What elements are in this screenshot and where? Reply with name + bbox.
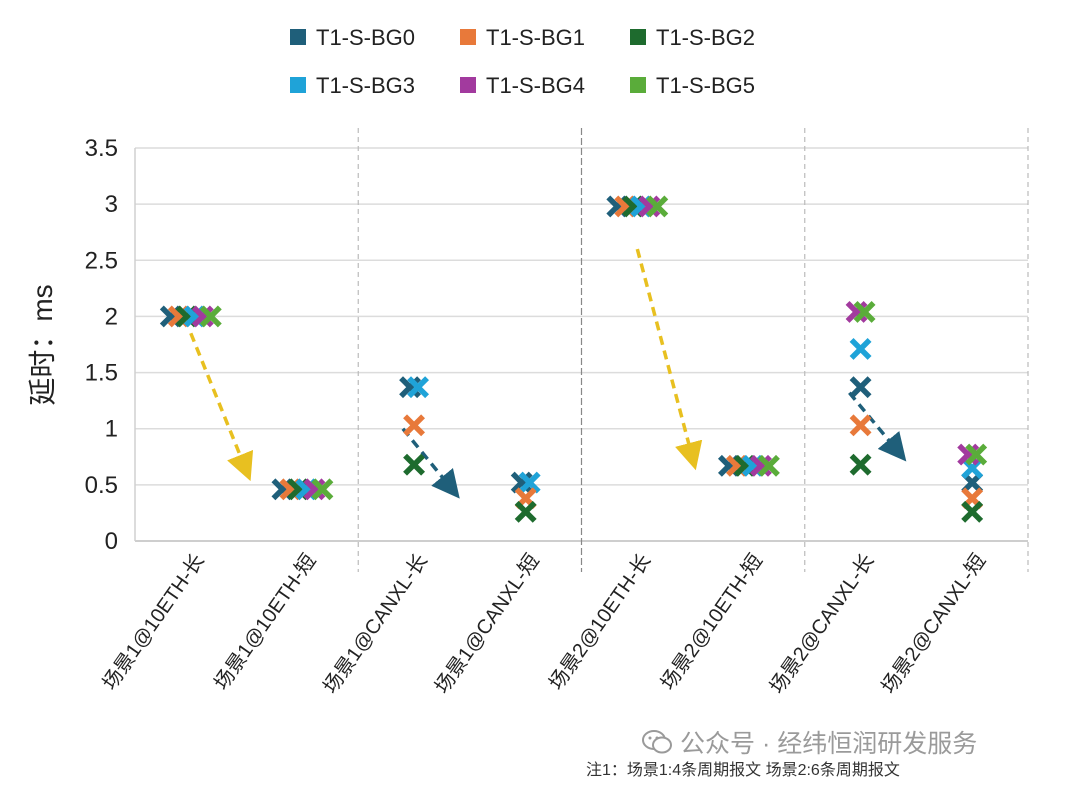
data-point — [510, 471, 533, 494]
y-tick-label: 1 — [105, 416, 118, 443]
category-label: 场景1@CANXL-短 — [430, 550, 543, 698]
legend-label: T1-S-BG1 — [486, 25, 585, 50]
data-point — [403, 453, 426, 476]
legend-label: T1-S-BG5 — [656, 73, 755, 98]
data-point — [167, 305, 190, 328]
category-label: 场景2@10ETH-长 — [545, 550, 656, 695]
data-point — [957, 443, 980, 466]
y-axis-ticks: 0 0.5 1 1.5 2 2.5 3 3.5 — [85, 135, 118, 555]
y-tick-label: 0.5 — [85, 472, 118, 499]
legend-swatch — [630, 77, 646, 93]
y-tick-label: 1.5 — [85, 360, 118, 387]
data-point — [183, 305, 206, 328]
data-point — [199, 305, 222, 328]
data-point — [287, 478, 310, 501]
data-point — [399, 376, 422, 399]
data-point — [311, 478, 334, 501]
y-tick-label: 3.5 — [85, 135, 118, 162]
data-point — [622, 195, 645, 218]
legend-swatch — [460, 77, 476, 93]
legend-swatch — [290, 77, 306, 93]
data-point — [849, 338, 872, 360]
data-point — [717, 454, 740, 477]
data-point — [403, 414, 426, 437]
trend-arrow — [401, 427, 460, 499]
legend-label: T1-S-BG0 — [316, 25, 415, 50]
legend-swatch — [460, 29, 476, 45]
data-point — [279, 478, 302, 501]
trend-arrow — [848, 391, 907, 462]
group-separators — [357, 128, 806, 572]
data-point — [295, 478, 318, 501]
data-point — [749, 454, 772, 477]
category-label: 场景2@10ETH-短 — [656, 550, 767, 695]
data-point — [191, 305, 214, 328]
watermark-text: 公众号 · 经纬恒润研发服务 — [680, 730, 978, 758]
data-point — [849, 453, 872, 476]
data-point — [159, 305, 182, 328]
data-point — [849, 376, 872, 399]
data-point — [741, 454, 764, 477]
data-point — [646, 195, 669, 218]
y-tick-label: 0 — [105, 528, 118, 555]
data-point — [961, 500, 984, 523]
watermark: 公众号 · 经纬恒润研发服务 — [642, 724, 977, 760]
category-label: 场景2@CANXL-短 — [877, 550, 990, 698]
data-point — [757, 454, 780, 477]
legend-label: T1-S-BG2 — [656, 25, 755, 50]
data-point — [614, 195, 637, 218]
x-axis-categories: 场景1@10ETH-长 场景1@10ETH-短 场景1@CANXL-长 场景1@CAN… — [98, 550, 990, 698]
data-point — [853, 300, 876, 323]
category-label: 场景1@CANXL-长 — [319, 550, 432, 698]
trend-arrows — [189, 248, 907, 499]
legend: T1-S-BG0 T1-S-BG1 T1-S-BG2 T1-S-BG3 T1-S-BG4… — [290, 25, 755, 98]
y-tick-label: 2 — [105, 303, 118, 330]
legend-swatch — [290, 29, 306, 45]
data-point — [518, 471, 541, 494]
data-points — [159, 195, 988, 523]
data-point — [175, 305, 198, 328]
data-point — [849, 414, 872, 437]
legend-swatch — [630, 29, 646, 45]
data-point — [630, 195, 653, 218]
data-point — [725, 454, 748, 477]
category-label: 场景1@10ETH-短 — [210, 550, 321, 695]
y-tick-label: 3 — [105, 191, 118, 218]
data-point — [638, 195, 661, 218]
wechat-icon — [642, 730, 672, 754]
data-point — [271, 478, 294, 501]
data-point — [845, 300, 868, 323]
legend-label: T1-S-BG4 — [486, 73, 585, 98]
y-axis-label: 延时：ms — [27, 284, 58, 405]
data-point — [965, 443, 988, 466]
footnote: 注1：场景1:4条周期报文 场景2:6条周期报文 — [586, 762, 900, 779]
data-point — [606, 195, 629, 218]
y-tick-label: 2.5 — [85, 247, 118, 274]
category-label: 场景2@CANXL-长 — [765, 550, 878, 698]
data-point — [733, 454, 756, 477]
data-point — [514, 500, 537, 523]
category-label: 场景1@10ETH-长 — [98, 550, 209, 695]
trend-arrow — [189, 332, 254, 482]
legend-label: T1-S-BG3 — [316, 73, 415, 98]
data-point — [303, 478, 326, 501]
data-point — [407, 376, 430, 399]
trend-arrow — [635, 248, 703, 471]
